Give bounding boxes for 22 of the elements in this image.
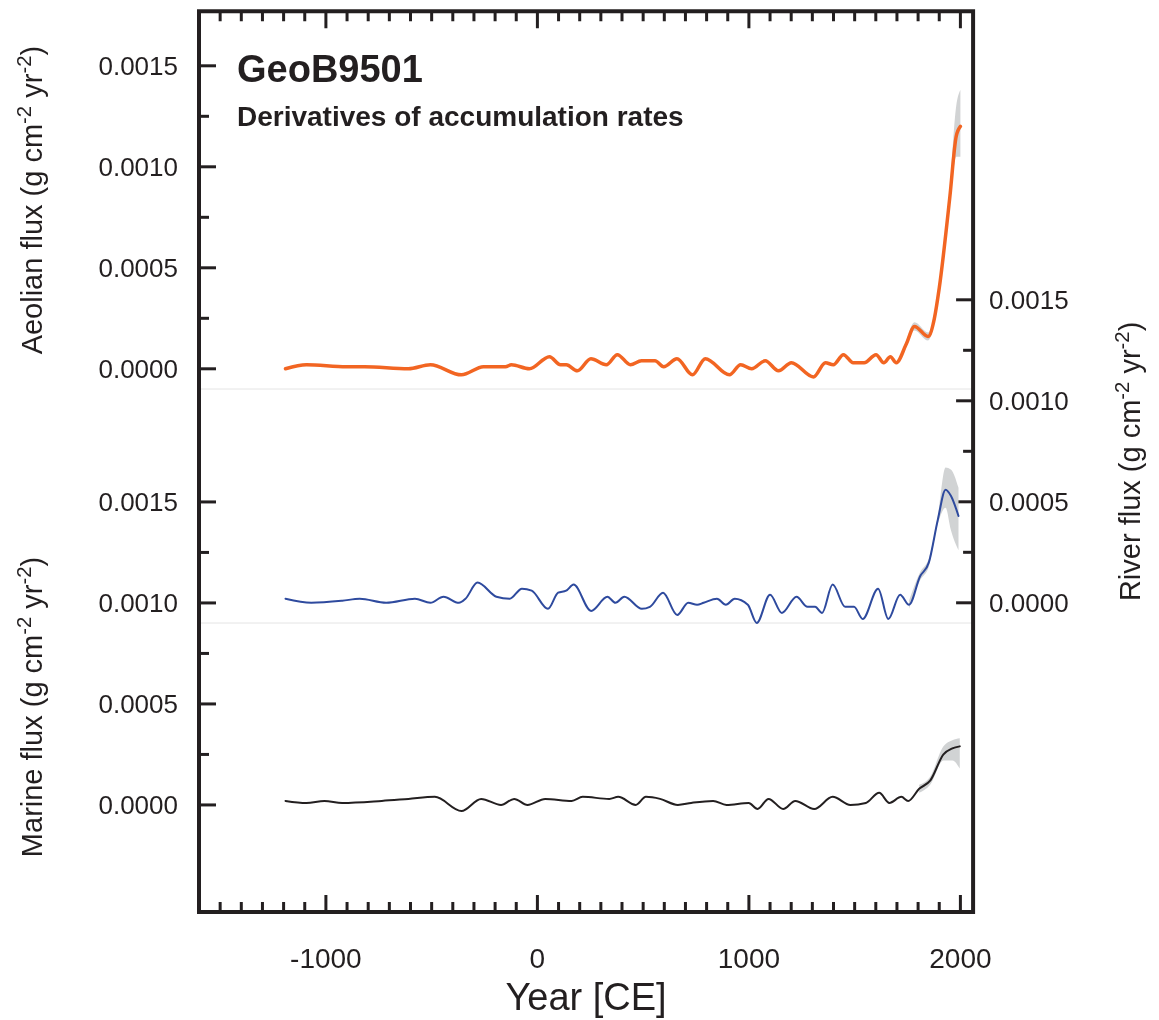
x-tick-label: 2000 bbox=[929, 942, 992, 974]
x-axis-title: Year [CE] bbox=[505, 976, 667, 1018]
y-tick-label: 0.0010 bbox=[98, 588, 178, 619]
text: Derivatives of accumulation rates bbox=[237, 101, 684, 132]
y-tick-label: 0.0000 bbox=[98, 790, 178, 821]
y-tick-label: 0.0000 bbox=[98, 353, 178, 384]
line-series bbox=[284, 488, 960, 624]
y-tick-label: 0.0005 bbox=[98, 252, 178, 283]
y2-tick-label: 0.0010 bbox=[989, 385, 1069, 416]
y2-tick-label: 0.0000 bbox=[989, 587, 1069, 618]
x-tick-label: 1000 bbox=[717, 942, 781, 974]
x-tick-label: -1000 bbox=[290, 942, 362, 974]
y-tick-label: 0.0015 bbox=[98, 50, 178, 81]
line-series bbox=[283, 124, 963, 379]
y2-tick-label: 0.0005 bbox=[989, 486, 1069, 517]
y2-tick-label: 0.0015 bbox=[989, 284, 1069, 315]
y-tick-label: 0.0005 bbox=[98, 689, 178, 720]
line-series bbox=[284, 745, 961, 812]
x-tick-label: 0 bbox=[529, 942, 546, 974]
y-tick-label: 0.0010 bbox=[98, 151, 178, 182]
text: GeoB9501 bbox=[237, 48, 423, 90]
y-tick-label: 0.0015 bbox=[98, 487, 178, 518]
